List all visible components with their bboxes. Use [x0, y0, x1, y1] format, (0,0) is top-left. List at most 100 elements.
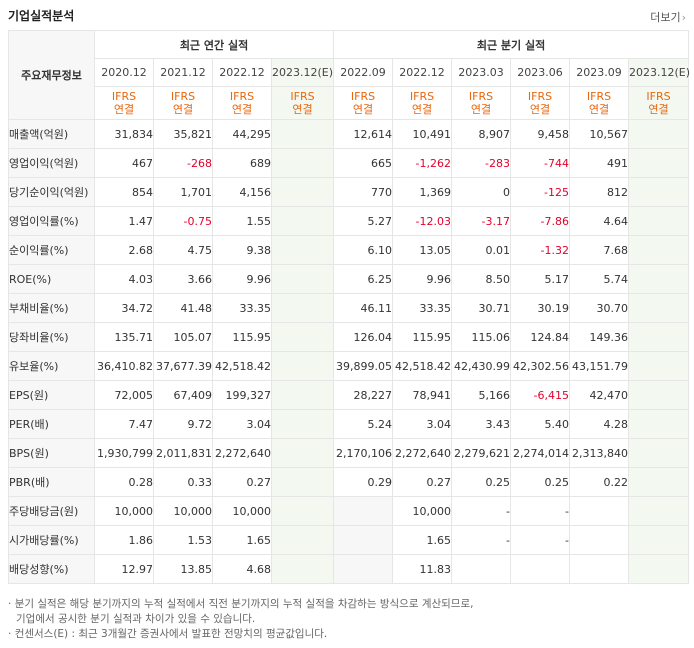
- ifrs-badge: IFRS 연결: [212, 86, 272, 120]
- table-cell: -12.03: [392, 206, 453, 236]
- table-cell: 43,151.79: [569, 351, 630, 381]
- table-cell: 35,821: [153, 119, 213, 149]
- table-cell: [270, 380, 335, 410]
- table-cell: 2,274,014: [510, 438, 571, 468]
- table-cell: 3.04: [212, 409, 272, 439]
- table-cell: 0.28: [94, 467, 154, 497]
- table-cell: 0.01: [451, 235, 512, 265]
- table-cell: 8,907: [451, 119, 512, 149]
- table-cell: 4.75: [153, 235, 213, 265]
- table-cell: 689: [212, 148, 272, 178]
- table-cell: [451, 554, 512, 584]
- table-cell: 7.47: [94, 409, 154, 439]
- ifrs-badge: IFRS 연결: [628, 86, 690, 120]
- footnote-1: · 분기 실적은 해당 분기까지의 누적 실적에서 직전 분기까지의 누적 실적…: [8, 598, 474, 610]
- table-row: 영업이익률(%) 1.47 -0.75 1.55 5.27 -12.03 -3.17 -7.8…: [8, 206, 690, 236]
- ifrs-top: IFRS: [350, 90, 376, 103]
- table-cell: 13.05: [392, 235, 453, 265]
- table-cell: 12.97: [94, 554, 154, 584]
- table-cell: 199,327: [212, 380, 272, 410]
- table-cell: 36,410.82: [94, 351, 154, 381]
- ifrs-badge: IFRS 연결: [270, 86, 335, 120]
- ifrs-bottom: 연결: [292, 103, 313, 116]
- table-cell: [270, 264, 335, 294]
- table-cell: 0.29: [333, 467, 394, 497]
- table-cell: 2,011,831: [153, 438, 213, 468]
- ifrs-bottom: 연결: [470, 103, 492, 116]
- table-row: 영업이익(억원) 467 -268 689 665 -1,262 -283 -744 491: [8, 148, 690, 178]
- ifrs-badge: IFRS 연결: [510, 86, 571, 120]
- table-cell: 9.96: [392, 264, 453, 294]
- table-cell: [628, 554, 690, 584]
- table-cell: 5.40: [510, 409, 571, 439]
- ifrs-bottom: 연결: [172, 103, 194, 116]
- table-cell: 5,166: [451, 380, 512, 410]
- footnote-2: · 컨센서스(E) : 최근 3개월간 증권사에서 발표한 전망치의 평균값입니…: [8, 628, 328, 640]
- table-cell: 6.25: [333, 264, 394, 294]
- ifrs-top: IFRS: [170, 90, 196, 103]
- table-cell: [333, 525, 394, 555]
- group-quarter: 최근 분기 실적: [333, 30, 690, 59]
- table-cell: -: [510, 525, 571, 555]
- table-cell: [270, 438, 335, 468]
- table-cell: 2,272,640: [212, 438, 272, 468]
- table-cell: 37,677.39: [153, 351, 213, 381]
- table-row: 당기순이익(억원) 854 1,701 4,156 770 1,369 0 -125 812: [8, 177, 690, 207]
- table-cell: 9.72: [153, 409, 213, 439]
- table-row: 순이익률(%) 2.68 4.75 9.38 6.10 13.05 0.01 -1.32 7.6…: [8, 235, 690, 265]
- ifrs-top: IFRS: [586, 90, 612, 103]
- table-cell: 3.43: [451, 409, 512, 439]
- row-label: 영업이익률(%): [8, 206, 95, 236]
- table-cell: 0.27: [212, 467, 272, 497]
- table-cell: [628, 409, 690, 439]
- ifrs-top: IFRS: [111, 90, 137, 103]
- table-cell: -268: [153, 148, 213, 178]
- footnote-1-cont-text: 기업에서 공시한 분기 실적과 차이가 있을 수 있습니다.: [16, 613, 256, 625]
- row-label: 영업이익(억원): [8, 148, 95, 178]
- table-cell: [628, 322, 690, 352]
- table-cell: 135.71: [94, 322, 154, 352]
- table-cell: 1.65: [392, 525, 453, 555]
- table-cell: 665: [333, 148, 394, 178]
- table-cell: -744: [510, 148, 571, 178]
- table-cell: [628, 380, 690, 410]
- table-cell: [270, 148, 335, 178]
- section-title: 기업실적분석: [8, 9, 75, 23]
- table-cell: 9.38: [212, 235, 272, 265]
- table-cell: [628, 148, 690, 178]
- table-cell: 124.84: [510, 322, 571, 352]
- more-link[interactable]: 더보기›: [650, 9, 686, 25]
- ifrs-badge: IFRS 연결: [392, 86, 453, 120]
- table-cell: 1.47: [94, 206, 154, 236]
- table-cell: [333, 496, 394, 526]
- table-cell: 2,170,106: [333, 438, 394, 468]
- table-cell: [628, 177, 690, 207]
- table-cell: 854: [94, 177, 154, 207]
- table-row: PBR(배) 0.28 0.33 0.27 0.29 0.27 0.25 0.25 0.22: [8, 467, 690, 497]
- table-cell: 2,279,621: [451, 438, 512, 468]
- table-cell: 4.68: [212, 554, 272, 584]
- table-cell: 6.10: [333, 235, 394, 265]
- table-cell: 34.72: [94, 293, 154, 323]
- table-cell: 33.35: [392, 293, 453, 323]
- row-header: 주요재무정보: [8, 30, 95, 120]
- table-cell: [569, 496, 630, 526]
- table-cell: 12,614: [333, 119, 394, 149]
- table-row: 배당성향(%) 12.97 13.85 4.68 11.83: [8, 554, 690, 584]
- ifrs-top: IFRS: [290, 90, 315, 103]
- table-cell: [270, 554, 335, 584]
- row-label: 부채비율(%): [8, 293, 95, 323]
- table-row: BPS(원) 1,930,799 2,011,831 2,272,640 2,170,1…: [8, 438, 690, 468]
- table-cell: 0: [451, 177, 512, 207]
- table-cell: [270, 525, 335, 555]
- table-cell: [628, 525, 690, 555]
- table-cell: -7.86: [510, 206, 571, 236]
- more-label: 더보기: [650, 11, 681, 24]
- row-label: 당기순이익(억원): [8, 177, 95, 207]
- table-cell: 115.06: [451, 322, 512, 352]
- table-row: 당좌비율(%) 135.71 105.07 115.95 126.04 115.95 115…: [8, 322, 690, 352]
- table-cell: 115.95: [212, 322, 272, 352]
- table-cell: 5.24: [333, 409, 394, 439]
- table-cell: 31,834: [94, 119, 154, 149]
- row-label: PER(배): [8, 409, 95, 439]
